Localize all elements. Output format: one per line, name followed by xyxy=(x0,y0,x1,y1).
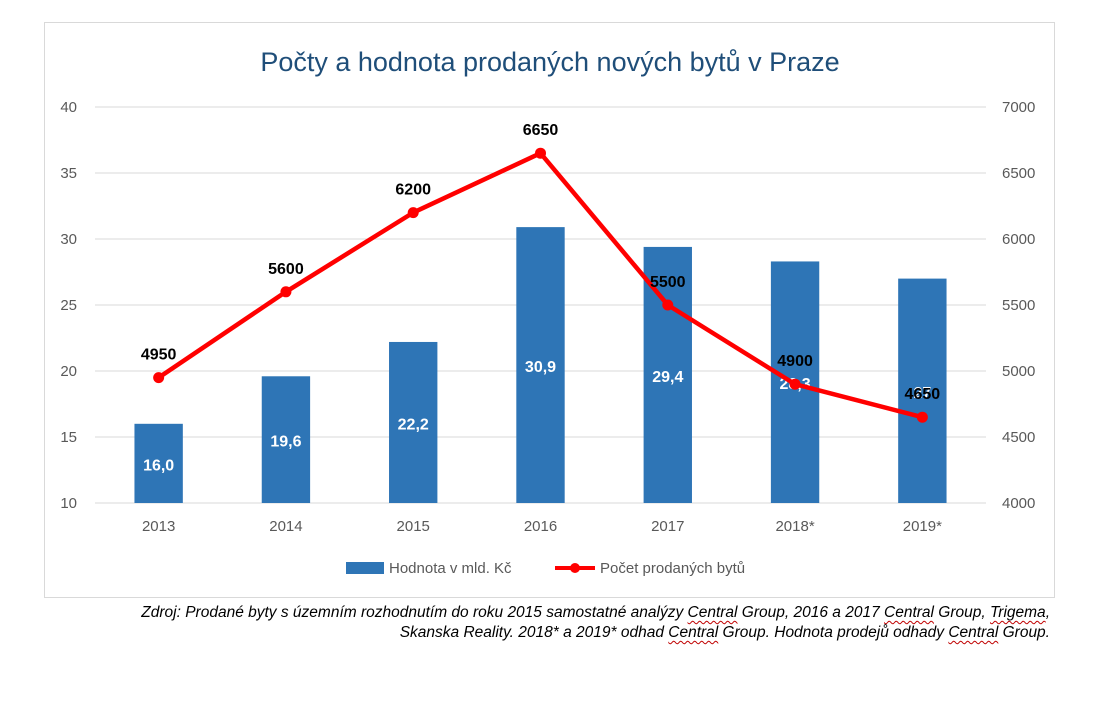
left-tick-label: 30 xyxy=(60,231,77,248)
source-note-text: Central xyxy=(668,624,719,641)
source-note: Zdroj: Prodané byty s územním rozhodnutí… xyxy=(80,603,1050,643)
right-tick-label: 5500 xyxy=(1002,297,1035,314)
right-tick-label: 6000 xyxy=(1002,231,1035,248)
x-tick-label: 2013 xyxy=(142,518,175,535)
source-note-text: Central xyxy=(687,604,738,621)
bar xyxy=(261,376,311,503)
bar-data-label: 29,4 xyxy=(652,369,683,386)
bar-data-label: 22,2 xyxy=(398,416,429,433)
bar xyxy=(389,341,438,503)
line-data-label: 4900 xyxy=(777,353,813,370)
source-note-text: Trigema xyxy=(989,604,1046,621)
x-axis: 2013 2014 2015 2016 2017 2018* 2019* xyxy=(142,518,942,535)
x-tick-label: 2016 xyxy=(524,518,557,535)
line-data-label: 4650 xyxy=(905,386,941,403)
x-tick-label: 2019* xyxy=(903,518,942,535)
line-point xyxy=(153,372,165,384)
source-note-text: , Skanska Reality. 2018* a 2019* odhad xyxy=(399,604,1050,641)
bar-data-label: 27 xyxy=(913,385,931,402)
bar-data-label: 19,6 xyxy=(270,434,301,451)
line-point xyxy=(916,411,928,423)
bar xyxy=(643,246,692,504)
line-data-label: 5500 xyxy=(650,274,686,291)
left-tick-label: 10 xyxy=(60,495,77,512)
line-series: 4950 5600 6200 6650 5500 4900 4650 xyxy=(141,122,940,423)
bar xyxy=(516,227,565,503)
source-note-text: Group. xyxy=(998,624,1050,641)
chart: Počty a hodnota prodaných nových bytů v … xyxy=(60,47,1035,577)
left-tick-label: 35 xyxy=(60,165,77,182)
legend-swatch-bar xyxy=(346,562,384,574)
line-point xyxy=(535,147,546,159)
line-point xyxy=(662,299,674,311)
x-tick-label: 2017 xyxy=(651,518,684,535)
chart-container: Počty a hodnota prodaných nových bytů v … xyxy=(44,22,1055,598)
x-tick-label: 2018* xyxy=(775,518,814,535)
bar-data-label: 16,0 xyxy=(143,457,174,474)
left-tick-label: 15 xyxy=(60,429,77,446)
line-point xyxy=(280,286,292,298)
x-tick-label: 2014 xyxy=(269,518,302,535)
line-data-label: 6650 xyxy=(523,122,559,139)
right-tick-label: 6500 xyxy=(1002,165,1035,182)
source-note-text: Central xyxy=(884,604,934,621)
source-note-text: Zdroj: Prodané byty s územním rozhodnutí… xyxy=(141,604,688,621)
left-tick-label: 20 xyxy=(60,363,77,380)
legend-label-bar: Hodnota v mld. Kč xyxy=(389,560,512,577)
right-tick-label: 7000 xyxy=(1002,99,1035,116)
line-data-label: 5600 xyxy=(268,261,304,278)
left-tick-label: 25 xyxy=(60,297,77,314)
x-tick-label: 2015 xyxy=(397,518,430,535)
source-note-text: Group, 2016 a 2017 xyxy=(737,604,885,621)
legend: Hodnota v mld. Kč Počet prodaných bytů xyxy=(346,560,745,577)
line-point xyxy=(789,378,801,390)
source-note-text: Group. Hodnota prodejů odhady xyxy=(718,624,949,641)
right-tick-label: 5000 xyxy=(1002,363,1035,380)
source-note-text: Group, xyxy=(933,604,990,621)
right-tick-label: 4000 xyxy=(1002,495,1035,512)
left-tick-label: 40 xyxy=(60,99,77,116)
line-data-label: 6200 xyxy=(395,182,431,199)
line-data-label: 4950 xyxy=(141,347,177,364)
chart-title: Počty a hodnota prodaných nových bytů v … xyxy=(260,47,839,77)
source-note-text: Central xyxy=(948,624,999,641)
bar-data-label: 30,9 xyxy=(525,359,556,376)
right-tick-label: 4500 xyxy=(1002,429,1035,446)
line-point xyxy=(407,207,419,219)
bar xyxy=(898,278,947,503)
legend-swatch-marker xyxy=(570,563,580,573)
left-axis: 10 15 20 25 30 35 40 xyxy=(60,99,77,512)
right-axis: 4000 4500 5000 5500 6000 6500 7000 xyxy=(1002,99,1035,512)
bar xyxy=(134,423,183,503)
bar-series: 16,019,622,230,929,428,327 xyxy=(134,227,947,504)
legend-label-line: Počet prodaných bytů xyxy=(600,560,745,577)
